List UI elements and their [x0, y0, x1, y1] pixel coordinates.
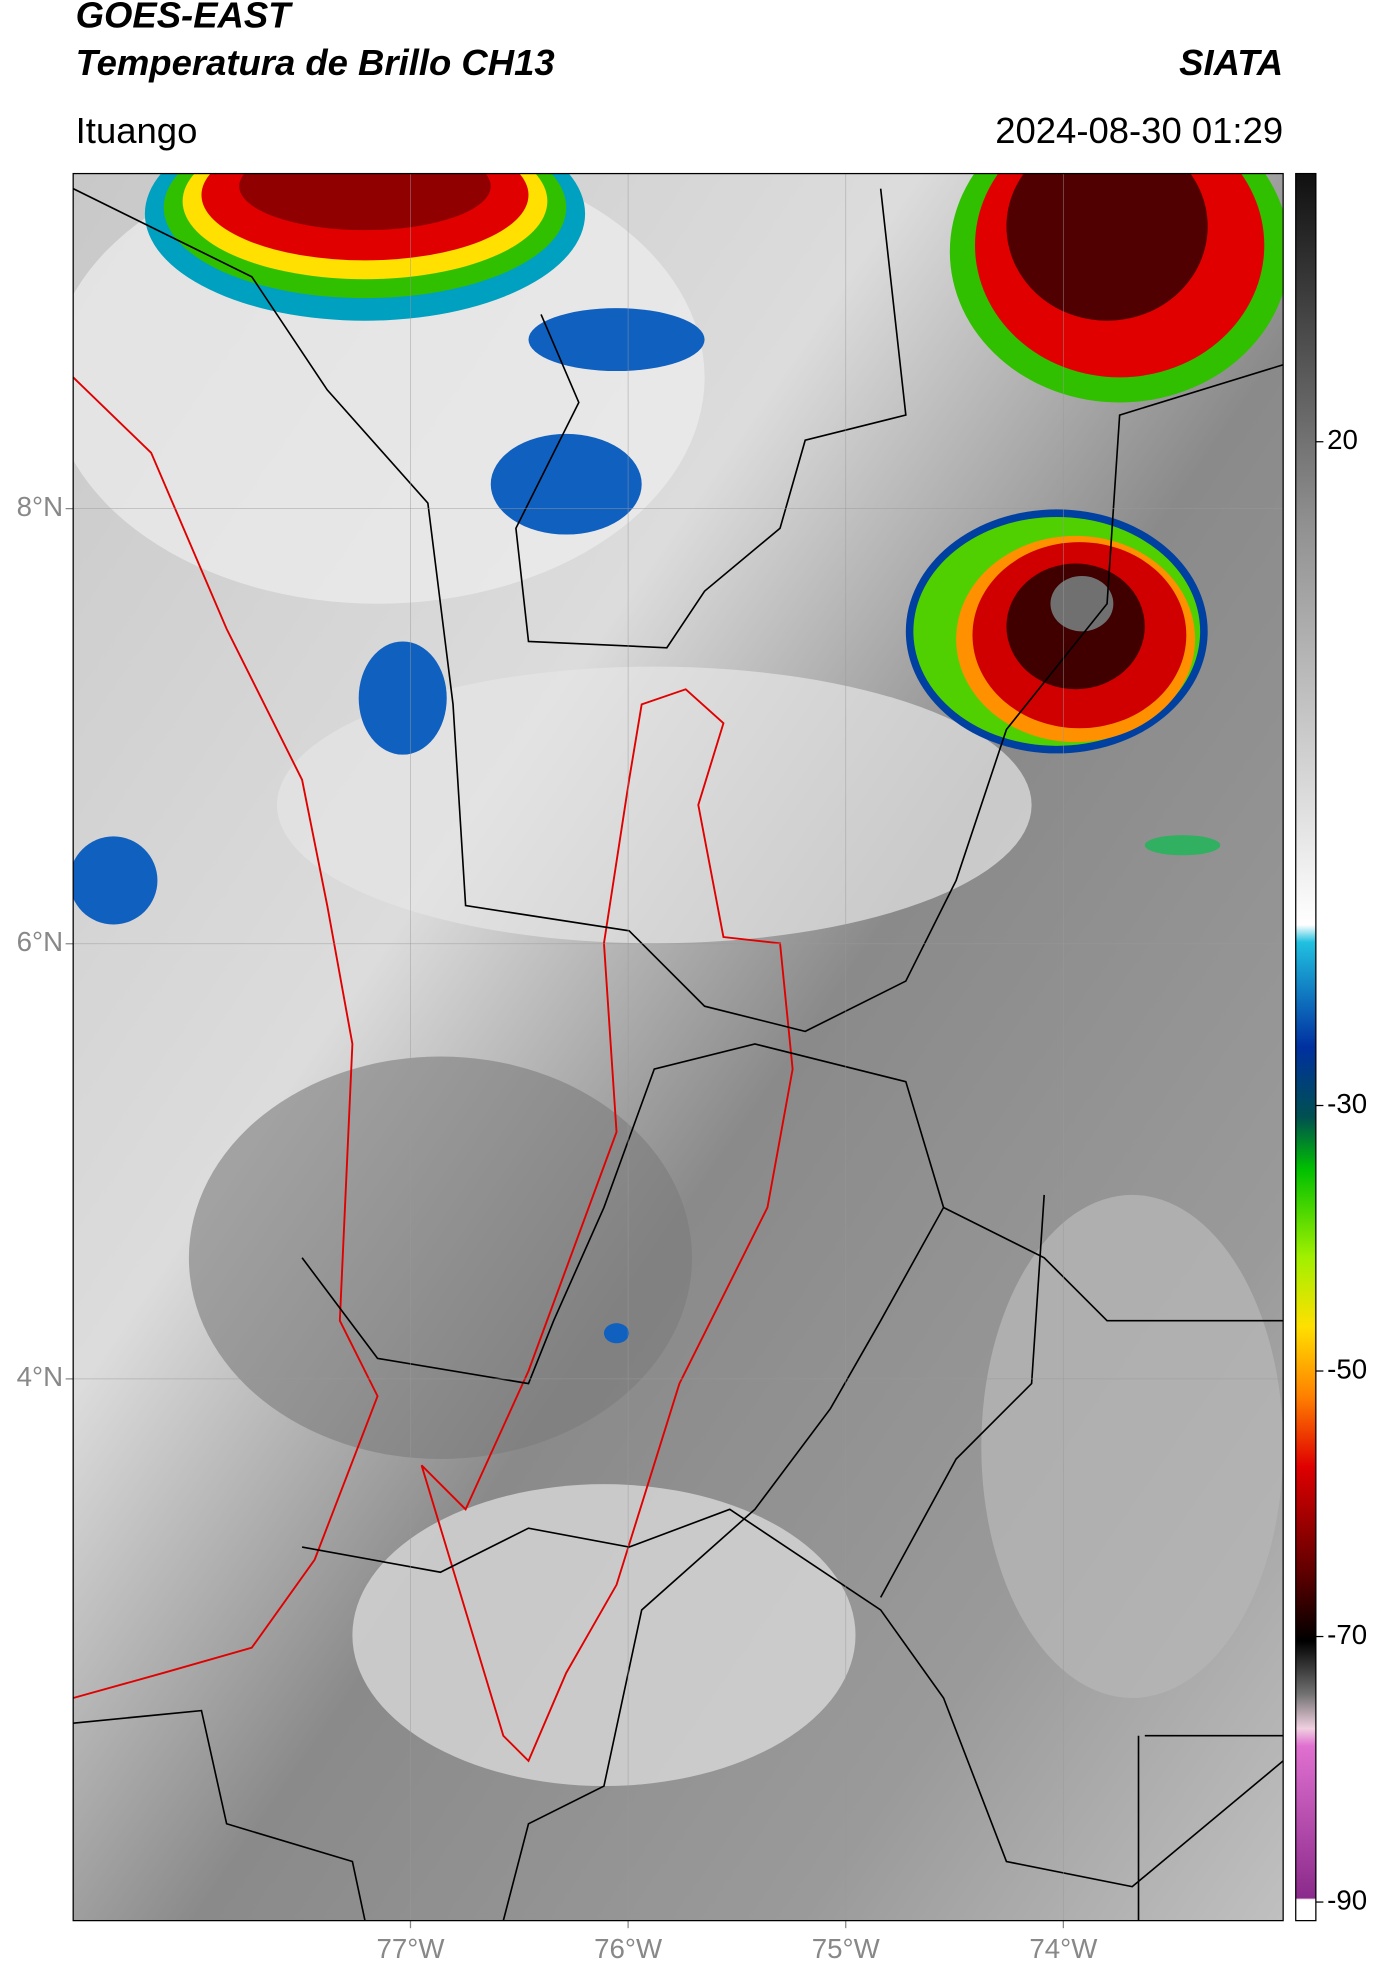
- storm-top-right: [949, 173, 1284, 403]
- colorbar-tick-label: -70: [1327, 1619, 1367, 1650]
- brand: SIATA: [1179, 42, 1283, 83]
- lon-tick-label: 77°W: [377, 1933, 446, 1964]
- basin-outline: [420, 688, 794, 1763]
- lat-tick-label: 6°N: [17, 926, 63, 957]
- cold-patches: [73, 308, 1221, 1344]
- admin-borders: [73, 187, 1284, 1921]
- location: Ituango: [76, 110, 198, 151]
- lat-tick-label: 4°N: [17, 1361, 63, 1392]
- timestamp: 2024-08-30 01:29: [995, 110, 1283, 151]
- colorbar-tick-label: 20: [1327, 424, 1358, 455]
- cloud: [276, 666, 1032, 944]
- cloud: [188, 1056, 692, 1460]
- lon-tick-label: 74°W: [1029, 1933, 1098, 1964]
- colorbar: [1295, 172, 1317, 1922]
- storm-center-right: [905, 509, 1208, 754]
- coastline: [73, 376, 379, 1699]
- satellite-map: [73, 173, 1284, 1921]
- storm-top-left: [144, 173, 586, 321]
- title-line2: Temperatura de Brillo CH13: [76, 42, 555, 83]
- lon-tick-label: 75°W: [812, 1933, 881, 1964]
- map-frame: [72, 172, 1284, 1922]
- cloud: [981, 1194, 1284, 1698]
- lat-tick-label: 8°N: [17, 491, 63, 522]
- colorbar-tick-label: -50: [1327, 1353, 1367, 1384]
- cloud: [352, 1484, 856, 1787]
- colorbar-tick-label: -90: [1327, 1884, 1367, 1915]
- colorbar-tick-label: -30: [1327, 1088, 1367, 1119]
- graticule: [65, 173, 1284, 1929]
- lon-tick-label: 76°W: [594, 1933, 663, 1964]
- title-line1: GOES-EAST: [76, 0, 294, 35]
